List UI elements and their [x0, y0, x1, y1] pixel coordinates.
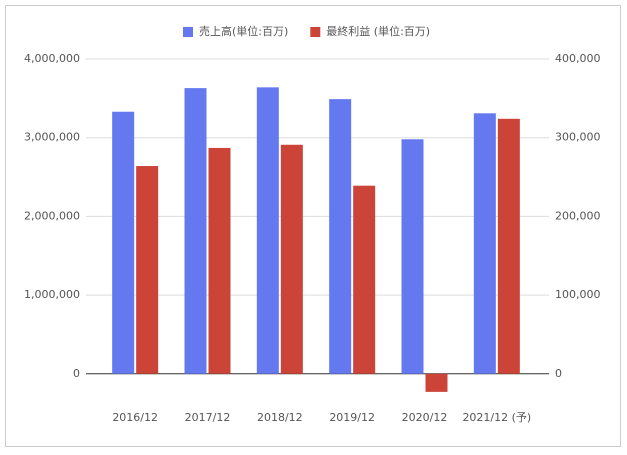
y2-tick-label: 200,000	[555, 209, 601, 222]
x-tick-label: 2021/12 (予)	[462, 411, 531, 424]
legend-swatch	[183, 27, 193, 37]
bar	[208, 147, 231, 374]
x-tick-label: 2017/12	[185, 411, 231, 424]
y-tick-label: 1,000,000	[24, 288, 80, 301]
bar	[136, 166, 159, 374]
legend-swatch	[310, 27, 321, 37]
bar	[280, 144, 303, 374]
bar	[497, 118, 520, 374]
bar	[329, 99, 352, 374]
bar	[112, 111, 135, 374]
bar	[184, 88, 207, 374]
y2-tick-label: 400,000	[555, 52, 601, 65]
y2-tick-label: 0	[555, 367, 562, 380]
bar	[353, 185, 376, 374]
x-tick-label: 2018/12	[257, 411, 303, 424]
bar	[425, 373, 448, 392]
y2-tick-label: 300,000	[555, 131, 601, 144]
y-tick-label: 4,000,000	[24, 52, 80, 65]
x-tick-label: 2020/12	[402, 411, 448, 424]
bar	[256, 87, 279, 374]
bar	[473, 113, 496, 374]
y-tick-label: 3,000,000	[24, 131, 80, 144]
bar	[401, 139, 424, 374]
x-tick-label: 2019/12	[329, 411, 375, 424]
x-tick-label: 2016/12	[112, 411, 158, 424]
y-tick-label: 2,000,000	[24, 209, 80, 222]
frame	[5, 5, 621, 447]
y2-tick-label: 100,000	[555, 288, 601, 301]
legend-label: 最終利益 (単位:百万)	[326, 24, 430, 38]
y-tick-label: 0	[73, 367, 80, 380]
legend-label: 売上高(単位:百万)	[199, 24, 288, 38]
